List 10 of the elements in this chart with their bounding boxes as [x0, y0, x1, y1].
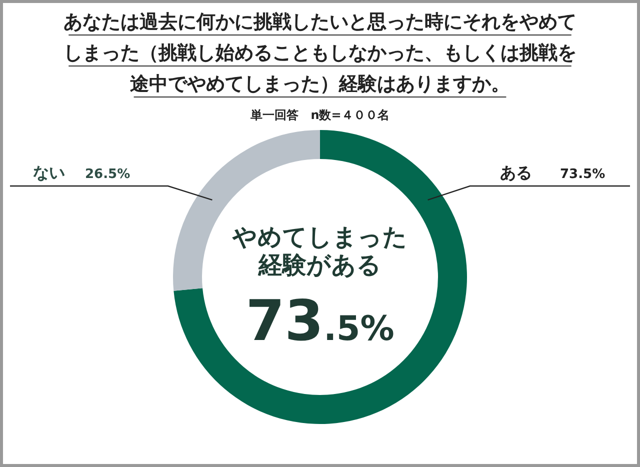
text: 73.5% [246, 289, 394, 354]
slice-label: ある [500, 163, 532, 182]
chart-subtitle: 単一回答 n数=４００名 [250, 108, 390, 122]
data-label: 26.5% [85, 167, 130, 182]
text: 経験がある [258, 251, 382, 279]
slice-label: ない [33, 163, 65, 182]
text: やめてしまった [232, 223, 408, 251]
chart-title: あなたは過去に何かに挑戦したいと思った時にそれをやめてしまった（挑戦し始めることもしなかった、もしくは挑戦を途中でやめてしまった）経験はありますか。 [64, 11, 576, 95]
donut-slice [174, 130, 467, 424]
data-label: 73.5% [560, 167, 606, 182]
